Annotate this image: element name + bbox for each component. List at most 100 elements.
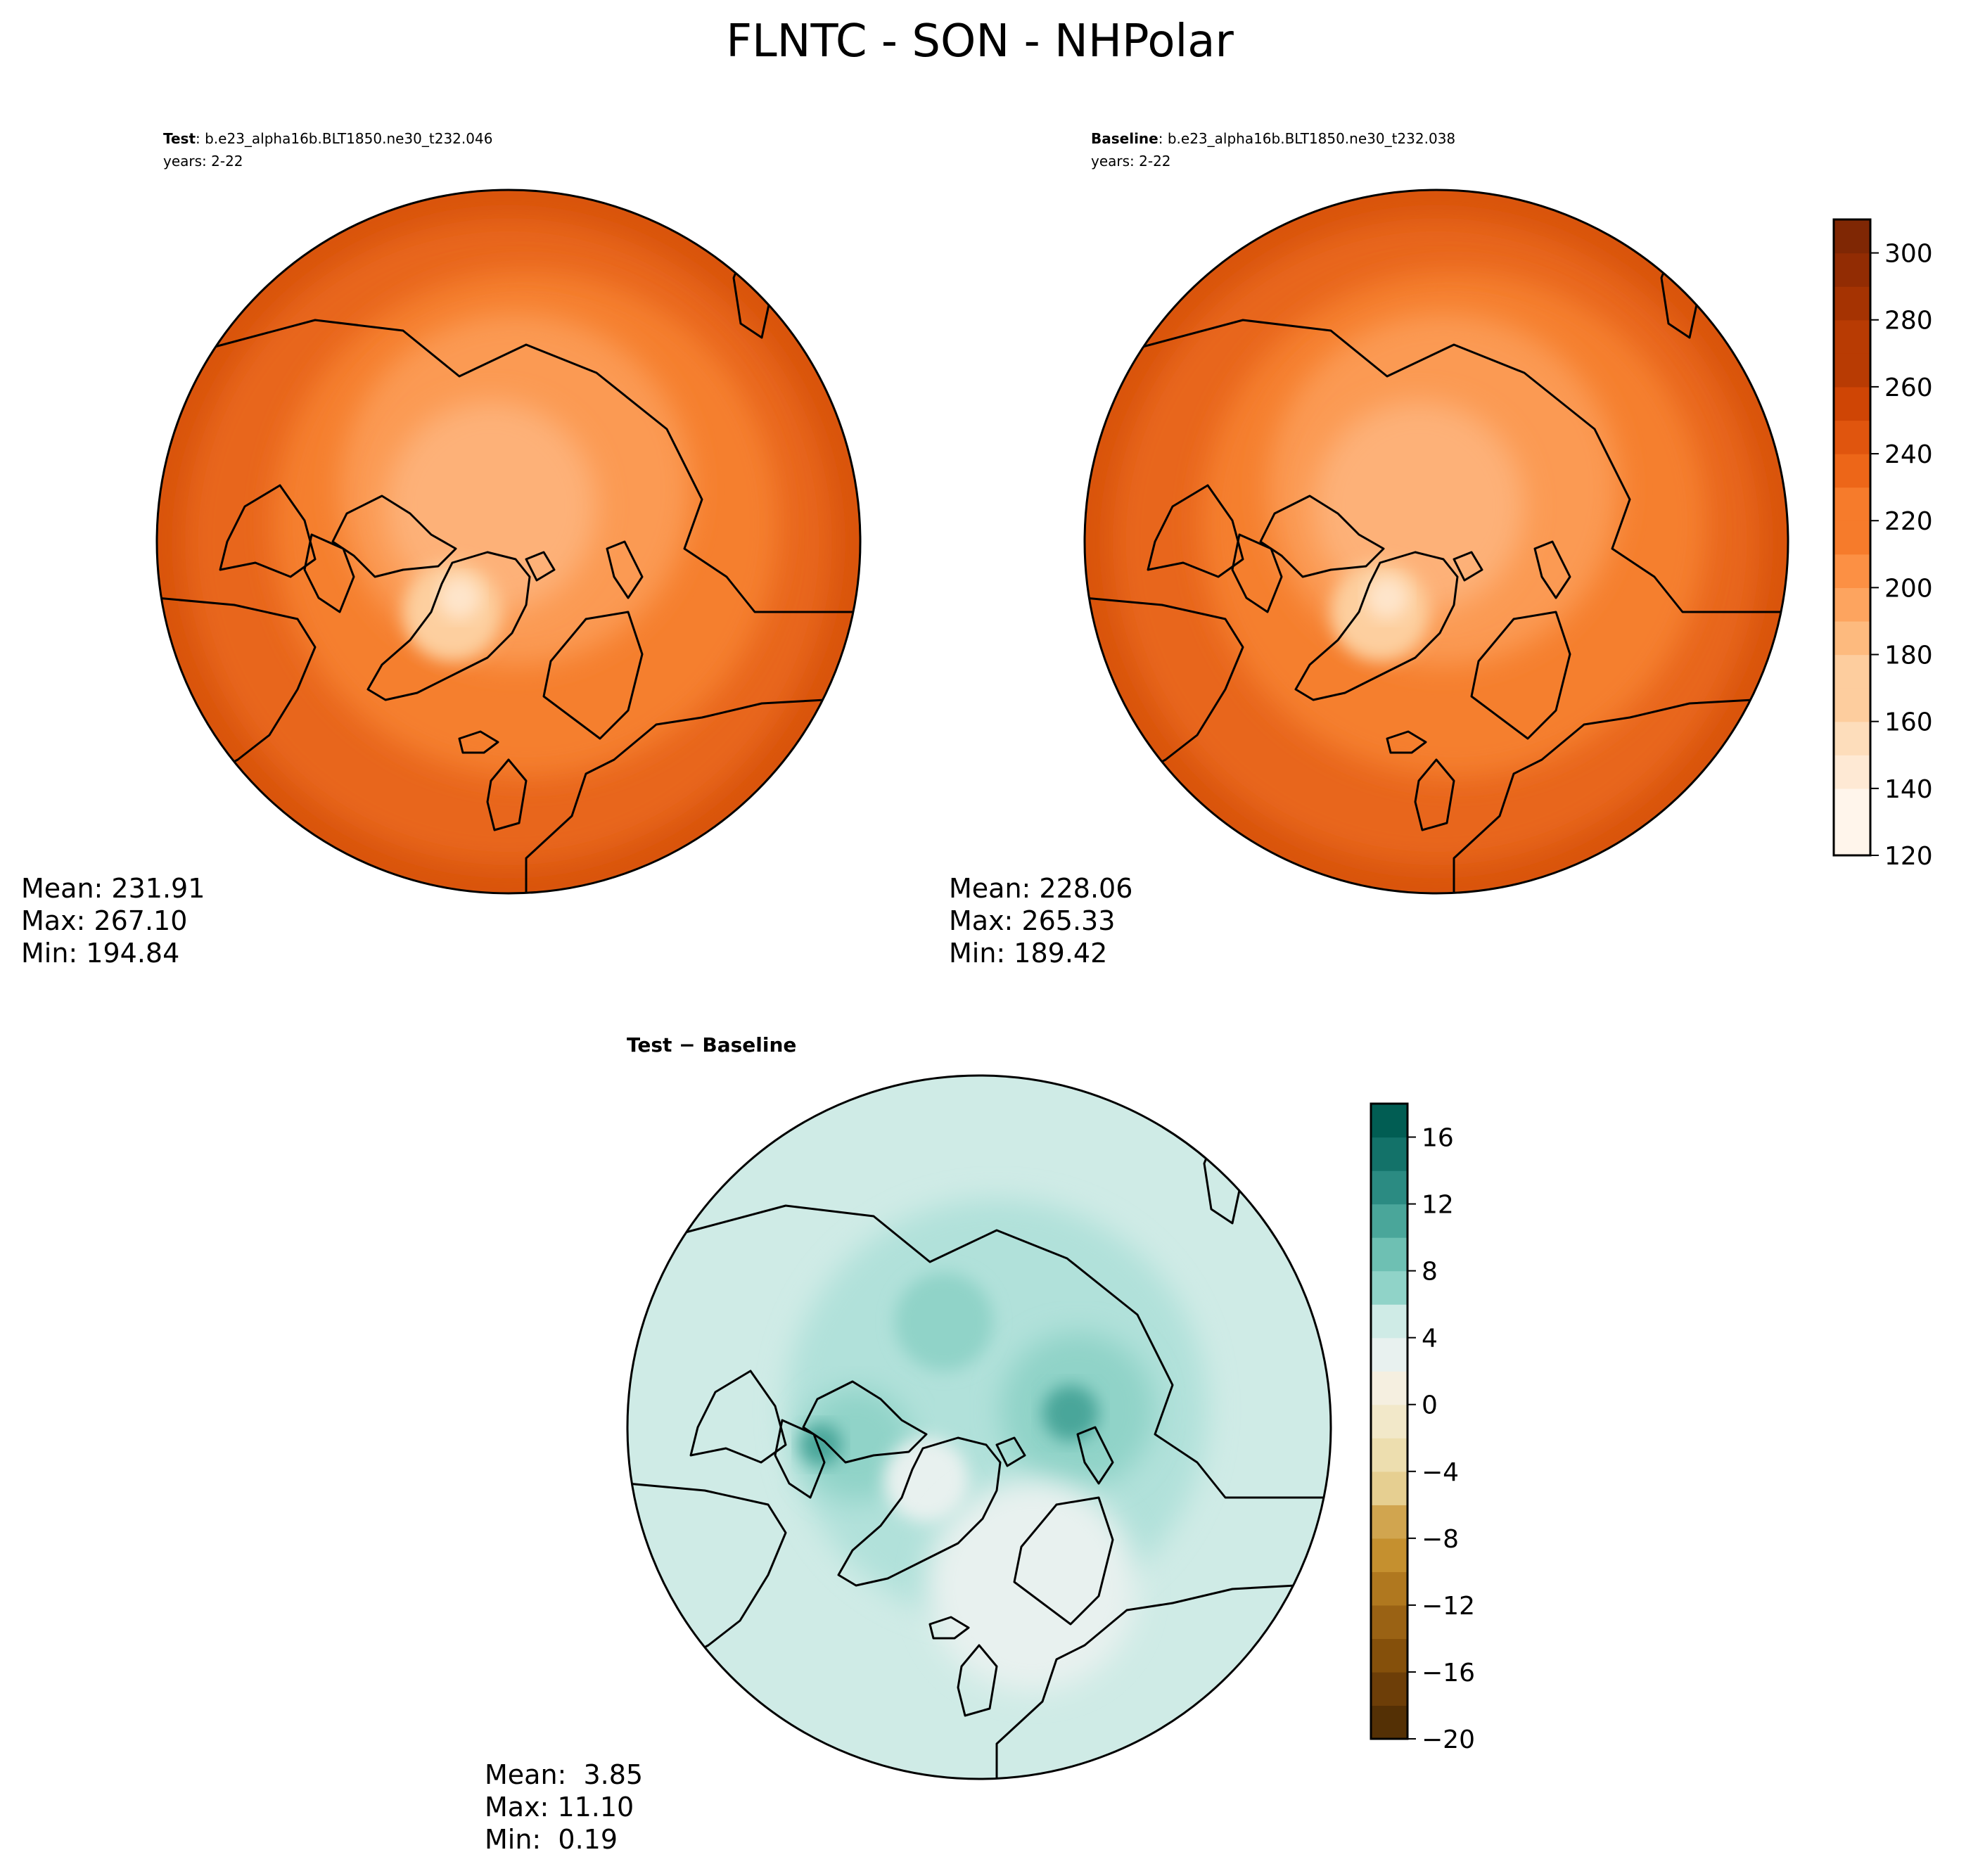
colorbar-tick-label: 200 bbox=[1884, 574, 1933, 603]
baseline-panel-label: Baseline: b.e23_alpha16b.BLT1850.ne30_t2… bbox=[1091, 130, 1455, 147]
colorbar-tick-label: 240 bbox=[1884, 440, 1933, 469]
coastline-siberia bbox=[157, 190, 860, 613]
colorbar-level bbox=[1834, 353, 1870, 388]
coastline-svalbard bbox=[525, 551, 556, 582]
test-stat-min: Min: 194.84 bbox=[21, 938, 179, 969]
colorbar-tick-label: 12 bbox=[1422, 1191, 1454, 1220]
coastline-baffin bbox=[774, 1419, 826, 1499]
coastline-baffin bbox=[303, 533, 355, 613]
field-contour bbox=[800, 1389, 912, 1501]
baseline-label-bold: Baseline bbox=[1091, 130, 1158, 147]
difference-stat-max: Max: 11.10 bbox=[485, 1792, 634, 1823]
test-years: years: 2-22 bbox=[163, 153, 243, 170]
coastline-europe bbox=[995, 1584, 1331, 1779]
coastline-archipelago bbox=[331, 494, 457, 578]
difference-map bbox=[627, 1076, 1331, 1779]
colorbar-tick-label: 220 bbox=[1884, 507, 1933, 536]
coastline-siberia bbox=[1085, 190, 1788, 613]
colorbar-level bbox=[1834, 286, 1870, 321]
colorbar-level bbox=[1834, 554, 1870, 588]
colorbar-level bbox=[1371, 1471, 1408, 1505]
coastline-uk bbox=[1414, 758, 1455, 831]
coastline-scandinavia bbox=[1470, 611, 1571, 740]
colorbar-level bbox=[1371, 1371, 1408, 1405]
coastline-novaya bbox=[1533, 540, 1571, 599]
coastline-svalbard bbox=[1453, 551, 1483, 582]
colorbar-tick-label: 160 bbox=[1884, 708, 1933, 737]
test-panel-label: Test: b.e23_alpha16b.BLT1850.ne30_t232.0… bbox=[163, 130, 492, 147]
coastline-scandinavia bbox=[1013, 1496, 1114, 1626]
colorbar-tick-label: 260 bbox=[1884, 374, 1933, 402]
coastline-europe bbox=[525, 698, 860, 893]
difference-field bbox=[627, 1076, 1331, 1779]
colorbar-frame bbox=[1370, 1102, 1409, 1740]
baseline-panel: Baseline: b.e23_alpha16b.BLT1850.ne30_t2… bbox=[949, 130, 1789, 969]
colorbar-level bbox=[1371, 1505, 1408, 1539]
coastline-svalbard bbox=[995, 1436, 1026, 1467]
field-contour bbox=[385, 401, 596, 612]
colorbar-level bbox=[1834, 319, 1870, 354]
difference-map-boundary bbox=[626, 1074, 1332, 1780]
colorbar-level bbox=[1371, 1270, 1408, 1305]
field-contour bbox=[1313, 401, 1524, 612]
figure-title: FLNTC - SON - NHPolar bbox=[726, 15, 1234, 68]
colorbar-tick-label: 120 bbox=[1884, 842, 1933, 871]
colorbar-tick-label: 280 bbox=[1884, 307, 1933, 336]
colorbar-level bbox=[1834, 688, 1870, 722]
colorbar-level bbox=[1371, 1404, 1408, 1438]
test-field bbox=[157, 190, 860, 893]
coastline-scandinavia bbox=[542, 611, 644, 740]
colorbar-level bbox=[1371, 1604, 1408, 1640]
colorbar-tick-label: 8 bbox=[1422, 1258, 1438, 1287]
test-label-bold: Test bbox=[163, 130, 196, 147]
colorbar-tick-label: 16 bbox=[1422, 1124, 1454, 1153]
baseline-years: years: 2-22 bbox=[1091, 153, 1171, 170]
colorbar-level bbox=[1371, 1137, 1408, 1171]
colorbar-tick-label: −20 bbox=[1422, 1725, 1475, 1754]
coastline-baffin bbox=[1231, 533, 1283, 613]
field-contour bbox=[926, 1480, 1137, 1691]
colorbar-level bbox=[1834, 386, 1870, 421]
baseline-field bbox=[1085, 190, 1788, 893]
coastline-uk bbox=[486, 758, 528, 831]
colorbar-level bbox=[1371, 1671, 1408, 1706]
field-contour bbox=[438, 577, 480, 619]
colorbar-level bbox=[1834, 420, 1870, 454]
test-map-boundary bbox=[155, 189, 862, 895]
test-stat-max: Max: 267.10 bbox=[21, 905, 187, 936]
baseline-map bbox=[1085, 190, 1788, 893]
difference-stat-min: Min: 0.19 bbox=[485, 1824, 618, 1855]
colorbar-level bbox=[1371, 1337, 1408, 1372]
coastline-alaska bbox=[689, 1370, 787, 1464]
colorbar-tick-label: 180 bbox=[1884, 642, 1933, 670]
coastline-iceland bbox=[928, 1616, 970, 1640]
coastline-alaska bbox=[219, 484, 317, 578]
field-contour bbox=[1042, 1385, 1099, 1441]
colorbar-level bbox=[1834, 587, 1870, 622]
colorbar-level bbox=[1834, 454, 1870, 488]
colorbar-tick-label: −16 bbox=[1422, 1659, 1475, 1687]
absolute-colorbar: 120 140 160 180 200 220 240 260 280 300 bbox=[1832, 218, 1933, 871]
colorbar-tick-label: −8 bbox=[1422, 1525, 1459, 1554]
colorbar-tick-label: 0 bbox=[1422, 1391, 1438, 1420]
colorbar-level bbox=[1371, 1104, 1408, 1138]
coastline-siberia bbox=[627, 1076, 1331, 1499]
coastline-greenland bbox=[837, 1436, 1002, 1587]
colorbar-level bbox=[1371, 1237, 1408, 1272]
baseline-stat-mean: Mean: 228.06 bbox=[949, 873, 1132, 904]
baseline-label-case: : b.e23_alpha16b.BLT1850.ne30_t232.038 bbox=[1158, 130, 1455, 147]
field-contour bbox=[884, 1438, 969, 1522]
baseline-stat-min: Min: 189.42 bbox=[949, 938, 1107, 969]
colorbar-tick-label: 300 bbox=[1884, 240, 1933, 269]
coastline-iceland bbox=[458, 730, 499, 754]
coastline-europe bbox=[1453, 698, 1788, 893]
colorbar-tick-label: −12 bbox=[1422, 1592, 1475, 1621]
colorbar-level bbox=[1834, 654, 1870, 689]
colorbar-level bbox=[1834, 822, 1870, 856]
colorbar-level bbox=[1371, 1705, 1408, 1740]
colorbar-level bbox=[1834, 788, 1870, 823]
colorbar-tick-label: 4 bbox=[1422, 1325, 1438, 1353]
coastline-greenland bbox=[1294, 551, 1459, 701]
field-contour bbox=[1366, 577, 1408, 619]
